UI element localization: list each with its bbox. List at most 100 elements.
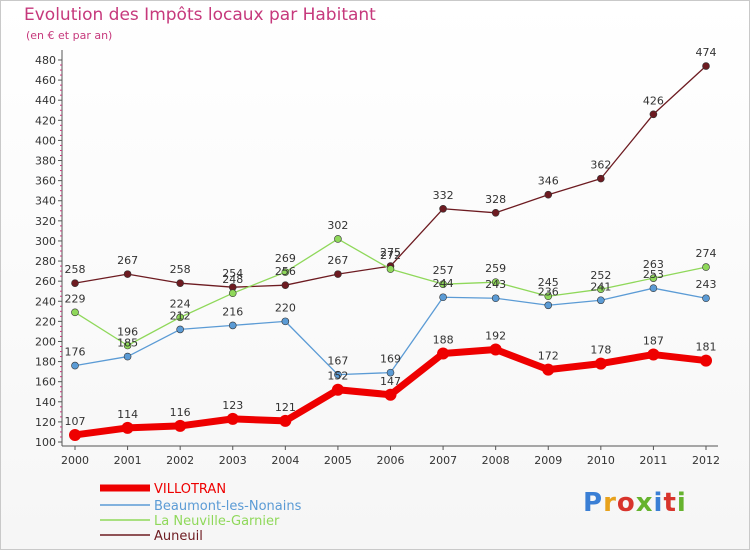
y-tick-label: 380: [35, 155, 56, 168]
x-tick-label: 2005: [324, 454, 352, 467]
x-tick-label: 2012: [692, 454, 720, 467]
data-label: 114: [117, 408, 138, 421]
data-label: 243: [696, 278, 717, 291]
data-label: 224: [170, 297, 191, 310]
data-point: [334, 235, 342, 243]
chart-title: Evolution des Impôts locaux par Habitant: [24, 5, 376, 25]
data-point: [384, 388, 397, 401]
data-label: 152: [327, 370, 348, 383]
data-label: 167: [327, 355, 348, 368]
data-label: 185: [117, 337, 138, 350]
data-point: [597, 285, 605, 294]
logo-letter: r: [603, 488, 617, 518]
data-label: 116: [170, 406, 191, 419]
data-label: 245: [538, 276, 559, 289]
data-point: [176, 313, 184, 322]
data-label: 474: [696, 46, 717, 59]
data-point: [439, 293, 447, 302]
y-tick-label: 340: [35, 195, 56, 208]
data-point: [71, 308, 79, 317]
data-label: 229: [65, 292, 86, 305]
data-point: [176, 325, 184, 334]
legend-label-0: VILLOTRAN: [154, 482, 226, 497]
x-tick-label: 2003: [219, 454, 247, 467]
data-label: 169: [380, 353, 401, 366]
data-label: 257: [433, 264, 454, 277]
data-point: [228, 289, 237, 298]
y-tick-label: 220: [35, 315, 56, 328]
x-tick-label: 2004: [271, 454, 299, 467]
data-point: [334, 370, 342, 379]
data-label: 236: [538, 285, 559, 298]
data-point: [226, 412, 239, 425]
y-tick-label: 140: [35, 396, 56, 409]
x-tick-label: 2006: [377, 454, 405, 467]
x-tick-label: 2009: [534, 454, 562, 467]
data-label: 258: [170, 263, 191, 276]
data-label: 212: [170, 309, 191, 322]
data-label: 346: [538, 175, 559, 188]
data-label: 263: [643, 258, 664, 271]
data-point: [334, 270, 342, 278]
data-label: 188: [433, 334, 454, 347]
x-tick-label: 2007: [429, 454, 457, 467]
data-point: [649, 274, 658, 282]
chart-subtitle: (en € et par an): [26, 29, 113, 42]
data-label: 332: [433, 189, 454, 202]
data-point: [597, 174, 605, 183]
logo-letter: i: [676, 488, 687, 518]
y-tick-label: 400: [35, 134, 56, 147]
data-label: 274: [696, 247, 717, 260]
data-label: 220: [275, 301, 296, 314]
data-point: [386, 265, 395, 273]
data-point: [281, 268, 290, 276]
data-label: 328: [485, 193, 506, 206]
data-point: [281, 281, 290, 289]
data-point: [544, 301, 553, 310]
data-point: [597, 296, 605, 305]
y-tick-label: 360: [35, 175, 56, 188]
data-label: 147: [380, 375, 401, 388]
y-tick-label: 480: [35, 54, 56, 67]
data-point: [544, 292, 553, 301]
y-tick-label: 240: [35, 295, 56, 308]
data-point: [228, 321, 237, 330]
logo-letter: i: [653, 488, 664, 518]
data-point: [71, 279, 79, 287]
data-point: [69, 428, 81, 441]
data-label: 123: [222, 399, 243, 412]
logo-letter: t: [663, 488, 677, 518]
data-point: [491, 278, 500, 286]
data-point: [71, 361, 79, 370]
data-point: [702, 62, 710, 70]
data-label: 272: [380, 249, 401, 262]
y-tick-label: 440: [35, 94, 56, 107]
y-tick-label: 200: [35, 335, 56, 348]
data-point: [649, 284, 658, 292]
data-point: [123, 341, 132, 350]
proxiti-logo: Proxiti: [583, 488, 687, 518]
x-tick-label: 2010: [587, 454, 615, 467]
data-point: [281, 317, 290, 326]
data-label: 196: [117, 325, 138, 338]
data-label: 267: [327, 254, 348, 267]
data-label: 269: [275, 252, 296, 265]
x-tick-label: 2000: [61, 454, 89, 467]
y-tick-label: 260: [35, 275, 56, 288]
data-point: [544, 190, 553, 199]
x-tick-label: 2011: [639, 454, 667, 467]
legend-label-2: La Neuville-Garnier: [154, 514, 280, 529]
data-label: 258: [65, 263, 86, 276]
data-label: 259: [485, 262, 506, 275]
y-tick-label: 100: [35, 436, 56, 449]
data-label: 244: [433, 277, 454, 290]
data-label: 178: [590, 344, 611, 357]
data-label: 243: [485, 278, 506, 291]
data-point: [700, 354, 712, 367]
data-point: [542, 363, 555, 376]
data-label: 275: [380, 246, 401, 259]
data-point: [279, 414, 292, 427]
x-tick-label: 2001: [114, 454, 142, 467]
data-point: [174, 419, 187, 432]
data-point: [331, 383, 344, 396]
